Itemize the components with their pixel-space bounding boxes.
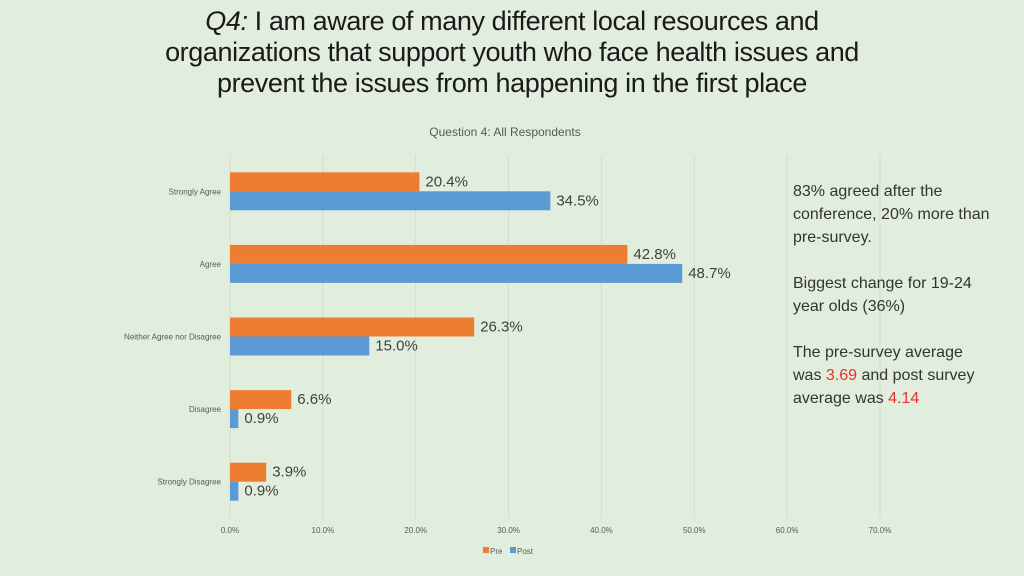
bar-post	[230, 481, 239, 501]
legend-label-post: Post	[517, 547, 534, 556]
bar-pre	[230, 317, 475, 337]
title-line-3: prevent the issues from happening in the…	[216, 68, 808, 98]
bar-pre	[230, 462, 267, 482]
bar-post	[230, 191, 551, 211]
title-line-2: organizations that support youth who fac…	[165, 37, 859, 67]
note-averages: The pre-survey average was 3.69 and post…	[793, 341, 993, 410]
legend-swatch-pre	[483, 547, 489, 553]
note-averages-text-a: The pre-survey average was	[793, 344, 963, 384]
category-label: Strongly Agree	[169, 187, 222, 196]
data-label: 0.9%	[244, 483, 278, 500]
x-tick-label: 0.0%	[221, 526, 239, 535]
x-tick-label: 70.0%	[869, 526, 892, 535]
x-tick-label: 50.0%	[683, 526, 706, 535]
bar-pre	[230, 172, 420, 192]
x-tick-label: 20.0%	[404, 526, 427, 535]
data-label: 26.3%	[480, 319, 523, 336]
data-label: 0.9%	[244, 410, 278, 427]
data-label: 15.0%	[375, 338, 418, 355]
post-average-value: 4.14	[888, 390, 920, 407]
bar-post	[230, 409, 239, 429]
x-tick-label: 30.0%	[497, 526, 520, 535]
note-biggest-change: Biggest change for 19-24 year olds (36%)	[793, 275, 972, 315]
data-label: 48.7%	[688, 265, 731, 282]
x-tick-label: 60.0%	[776, 526, 799, 535]
data-label: 3.9%	[272, 464, 306, 481]
note-averages-text-b: and post survey average was	[793, 367, 975, 407]
category-label: Agree	[200, 260, 222, 269]
notes-panel: 83% agreed after the conference, 20% mor…	[793, 180, 993, 433]
note-agreement: 83% agreed after the conference, 20% mor…	[793, 183, 990, 246]
category-label: Strongly Disagree	[157, 478, 221, 487]
x-tick-label: 40.0%	[590, 526, 613, 535]
category-label: Disagree	[189, 405, 222, 414]
legend-label-pre: Pre	[490, 547, 503, 556]
slide-title: Q4: I am aware of many different local r…	[40, 6, 984, 99]
bar-post	[230, 263, 683, 283]
bar-post	[230, 336, 370, 356]
title-line-1: I am aware of many different local resou…	[247, 6, 820, 36]
category-label: Neither Agree nor Disagree	[124, 333, 221, 342]
legend-swatch-post	[510, 547, 516, 553]
bar-pre	[230, 390, 292, 410]
pre-average-value: 3.69	[825, 367, 858, 384]
data-label: 20.4%	[425, 173, 468, 190]
title-question-number: Q4:	[205, 6, 248, 36]
data-label: 42.8%	[633, 246, 676, 263]
x-tick-label: 10.0%	[312, 526, 335, 535]
data-label: 34.5%	[556, 192, 599, 209]
bar-pre	[230, 244, 628, 264]
chart-title: Question 4: All Respondents	[429, 125, 581, 139]
data-label: 6.6%	[297, 391, 331, 408]
